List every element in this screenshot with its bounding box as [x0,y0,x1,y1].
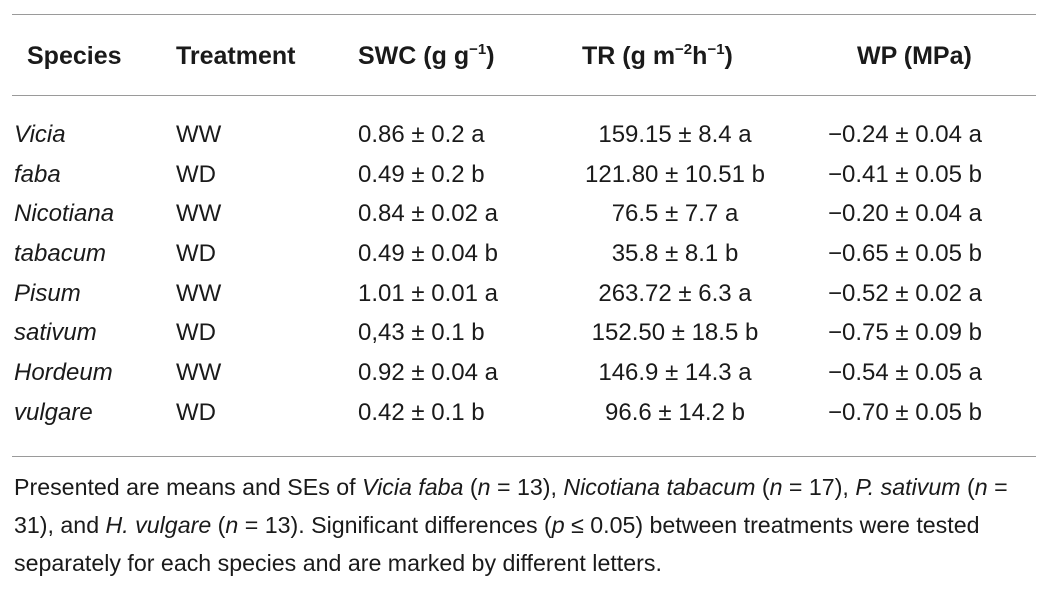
header-swc-sup: −1 [469,41,487,58]
table-row: Nicotiana WW 0.84 ± 0.02 a 76.5 ± 7.7 a … [0,194,1052,234]
cell-swc: 0.92 ± 0.04 a [358,359,498,387]
table-row: Pisum WW 1.01 ± 0.01 a 263.72 ± 6.3 a −0… [0,274,1052,314]
footnote-text: ( [211,512,226,538]
footnote-species: Vicia faba [362,474,464,500]
cell-tr: 146.9 ± 14.3 a [598,359,752,387]
cell-swc: 0.49 ± 0.2 b [358,160,485,188]
header-tr: TR (g m−2h−1) [582,34,733,78]
cell-wp: −0.52 ± 0.02 a [828,279,982,307]
cell-tr: 152.50 ± 18.5 b [591,319,759,347]
header-tr-text: TR (g m [582,42,676,70]
cell-treatment: WW [176,279,222,307]
footnote-species: P. sativum [855,474,961,500]
header-wp: WP (MPa) [857,42,972,70]
footnote-n: n [769,474,783,500]
table-row: sativum WD 0,43 ± 0.1 b 152.50 ± 18.5 b … [0,313,1052,353]
cell-tr: 96.6 ± 14.2 b [605,398,745,426]
header-treatment: Treatment [176,42,296,70]
cell-swc: 1.01 ± 0.01 a [358,279,498,307]
header-tr-mid: h [692,42,708,70]
header-swc-text: SWC (g g [358,42,470,70]
cell-swc: 0.42 ± 0.1 b [358,398,485,426]
cell-wp: −0.41 ± 0.05 b [828,160,982,188]
cell-treatment: WW [176,121,222,148]
cell-swc: 0.49 ± 0.04 b [358,240,498,268]
table-row: vulgare WD 0.42 ± 0.1 b 96.6 ± 14.2 b −0… [0,393,1052,433]
footnote-text: ( [960,474,975,500]
header-tr-sup1: −2 [675,41,693,58]
footnote-p: p [551,512,565,538]
cell-wp: −0.75 ± 0.09 b [828,319,982,347]
table-row: tabacum WD 0.49 ± 0.04 b 35.8 ± 8.1 b −0… [0,234,1052,274]
cell-treatment: WD [176,160,216,188]
cell-tr: 159.15 ± 8.4 a [598,121,752,148]
table-row: Vicia WW 0.86 ± 0.2 a 159.15 ± 8.4 a −0.… [0,115,1052,155]
footnote-n: n [974,474,988,500]
footnote-n: n [225,512,239,538]
cell-swc: 0,43 ± 0.1 b [358,319,485,347]
cell-wp: −0.65 ± 0.05 b [828,240,982,268]
cell-species: sativum [14,319,97,347]
footer-rule [12,456,1036,457]
cell-tr: 35.8 ± 8.1 b [611,240,739,268]
table-header: Species Treatment SWC (g g−1) TR (g m−2h… [0,34,1052,78]
table-row: Hordeum WW 0.92 ± 0.04 a 146.9 ± 14.3 a … [0,353,1052,393]
cell-tr: 121.80 ± 10.51 b [585,160,765,188]
footnote-text: = 13), [490,474,564,500]
cell-tr: 76.5 ± 7.7 a [611,200,739,228]
header-rule [12,95,1036,96]
footnote-text: = 13). Significant differences ( [238,512,552,538]
cell-treatment: WD [176,319,216,347]
footnote-species: H. vulgare [105,512,212,538]
cell-treatment: WD [176,240,216,268]
top-rule [12,14,1036,15]
footnote-text: ( [755,474,770,500]
cell-wp: −0.20 ± 0.04 a [828,200,982,228]
cell-swc: 0.84 ± 0.02 a [358,200,498,228]
header-tr-sup2: −1 [707,41,725,58]
table-body: Vicia WW 0.86 ± 0.2 a 159.15 ± 8.4 a −0.… [0,115,1052,433]
footnote-text: Presented are means and SEs of [14,474,363,500]
cell-species: Nicotiana [14,200,115,228]
cell-species: Vicia [14,121,66,148]
footnote-species: Nicotiana tabacum [563,474,756,500]
cell-treatment: WW [176,359,222,387]
footnote-text: ≤ 0.05) between treatments were tested s… [14,512,980,576]
cell-wp: −0.24 ± 0.04 a [828,121,982,148]
cell-tr: 263.72 ± 6.3 a [598,279,752,307]
cell-species: vulgare [14,398,93,426]
header-species: Species [27,42,122,70]
cell-swc: 0.86 ± 0.2 a [358,121,485,148]
cell-species: faba [14,160,61,188]
cell-species: tabacum [14,240,107,268]
footnote-n: n [477,474,491,500]
header-tr-end: ) [724,42,733,70]
footnote-text: = 17), [782,474,856,500]
table-footnote: Presented are means and SEs of Vicia fab… [14,468,1038,582]
cell-treatment: WD [176,398,216,426]
footnote-text: = 31), and [14,474,1008,538]
cell-species: Pisum [14,279,81,307]
cell-species: Hordeum [14,359,113,387]
cell-treatment: WW [176,200,222,228]
footnote-text: ( [463,474,478,500]
cell-wp: −0.54 ± 0.05 a [828,359,982,387]
header-swc-end: ) [486,42,495,70]
cell-wp: −0.70 ± 0.05 b [828,398,982,426]
table-row: faba WD 0.49 ± 0.2 b 121.80 ± 10.51 b −0… [0,155,1052,195]
header-swc: SWC (g g−1) [358,34,495,78]
